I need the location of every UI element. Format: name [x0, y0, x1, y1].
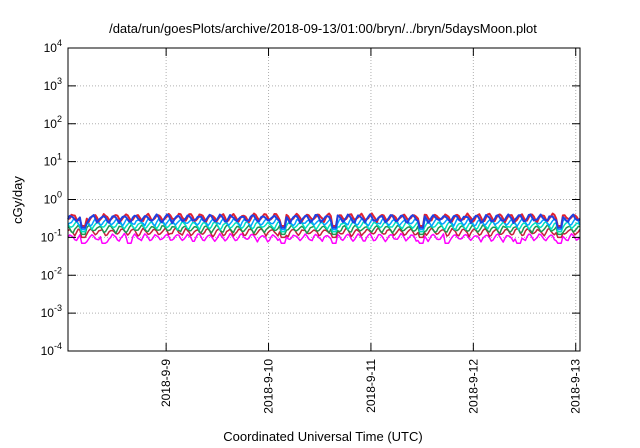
chart-title: /data/run/goesPlots/archive/2018-09-13/0…	[109, 21, 537, 36]
grid	[68, 48, 580, 351]
y-tick-label: 102	[44, 114, 62, 131]
x-tick-label: 2018-9-11	[364, 359, 378, 413]
y-tick-label: 10-4	[41, 341, 62, 358]
y-tick-label: 101	[44, 152, 62, 169]
x-tick-label: 2018-9-9	[159, 359, 173, 407]
y-tick-label: 10-3	[41, 303, 62, 320]
series-line	[67, 224, 581, 236]
y-tick-label: 10-1	[41, 227, 62, 244]
x-tick-label: 2018-9-12	[466, 359, 480, 414]
series-line	[67, 232, 581, 244]
y-tick-label: 100	[44, 190, 62, 207]
x-tick-label: 2018-9-13	[569, 359, 583, 414]
y-tick-label: 10-2	[41, 265, 62, 282]
x-tick-label: 2018-9-10	[262, 359, 276, 414]
series-line	[67, 217, 581, 231]
y-tick-label: 103	[44, 76, 62, 93]
x-axis-label: Coordinated Universal Time (UTC)	[223, 429, 422, 444]
x-axis: 2018-9-9 2018-9-10 2018-9-11 2018-9-12 2018-…	[159, 48, 583, 414]
y-tick-label: 104	[44, 38, 62, 55]
series-line	[67, 213, 581, 229]
series-layer	[67, 212, 581, 244]
y-axis-label: cGy/day	[10, 176, 25, 224]
y-axis: 10-4 10-3 10-2 10-1 100 101 102 103 104	[41, 38, 580, 358]
series-line	[67, 227, 581, 239]
